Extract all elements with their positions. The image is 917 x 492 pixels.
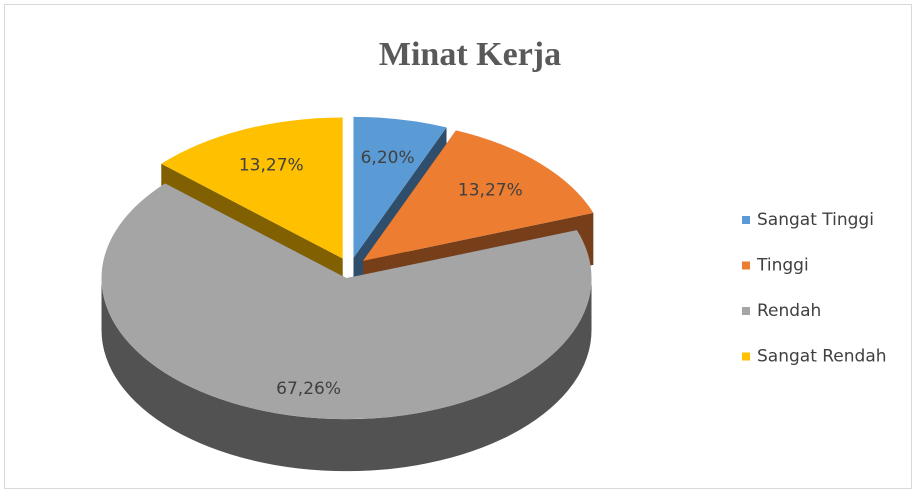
legend-label: Sangat Rendah <box>757 347 887 367</box>
data-label: 13,27% <box>458 181 523 201</box>
data-label: 67,26% <box>276 379 341 399</box>
pie-slice <box>353 116 447 258</box>
legend-swatch <box>742 307 750 315</box>
pie-slice <box>161 117 343 259</box>
legend-label: Tinggi <box>756 256 809 276</box>
legend-label: Sangat Tinggi <box>757 210 874 230</box>
labels: 6,20% 13,27% 67,26% 13,27% <box>239 148 523 399</box>
pie-slice <box>101 183 592 420</box>
slice-outer-wall <box>101 278 592 472</box>
tops <box>101 116 594 420</box>
pie-slice <box>362 130 594 261</box>
legend-swatch <box>742 352 750 361</box>
data-label: 13,27% <box>239 156 304 176</box>
legend-swatch <box>742 216 750 224</box>
chart-title: Minat Kerja <box>379 36 561 73</box>
legend-label: Rendah <box>757 301 821 321</box>
data-label: 6,20% <box>361 148 415 168</box>
legend-swatch <box>742 261 750 270</box>
